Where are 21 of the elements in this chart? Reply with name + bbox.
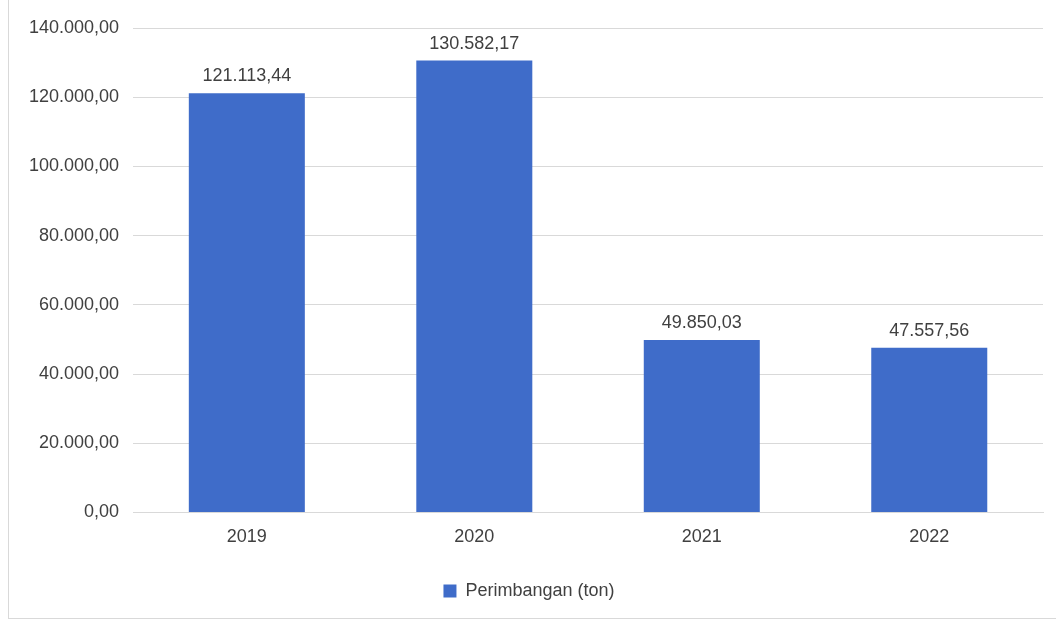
y-tick-label: 140.000,00 bbox=[28, 16, 120, 37]
data-label: 47.557,56 bbox=[889, 319, 970, 340]
legend-label: Perimbangan (ton) bbox=[465, 579, 615, 600]
data-label: 49.850,03 bbox=[661, 311, 742, 332]
y-tick-label: 120.000,00 bbox=[28, 86, 120, 107]
x-tick-label: 2020 bbox=[454, 526, 495, 547]
bar bbox=[188, 93, 305, 512]
y-tick-label: 40.000,00 bbox=[39, 362, 120, 383]
data-label: 130.582,17 bbox=[429, 32, 520, 53]
y-tick-label: 60.000,00 bbox=[39, 293, 120, 314]
x-tick-label: 2019 bbox=[226, 526, 267, 547]
y-tick-label: 80.000,00 bbox=[39, 224, 120, 245]
data-label: 121.113,44 bbox=[202, 65, 292, 86]
bar bbox=[871, 347, 988, 512]
y-tick-label: 20.000,00 bbox=[39, 432, 120, 453]
x-tick-label: 2021 bbox=[681, 526, 722, 547]
bar bbox=[643, 339, 760, 512]
y-tick-label: 100.000,00 bbox=[28, 155, 120, 176]
bar bbox=[416, 60, 533, 512]
x-tick-label: 2022 bbox=[909, 526, 950, 547]
y-tick-label: 0,00 bbox=[84, 501, 120, 522]
